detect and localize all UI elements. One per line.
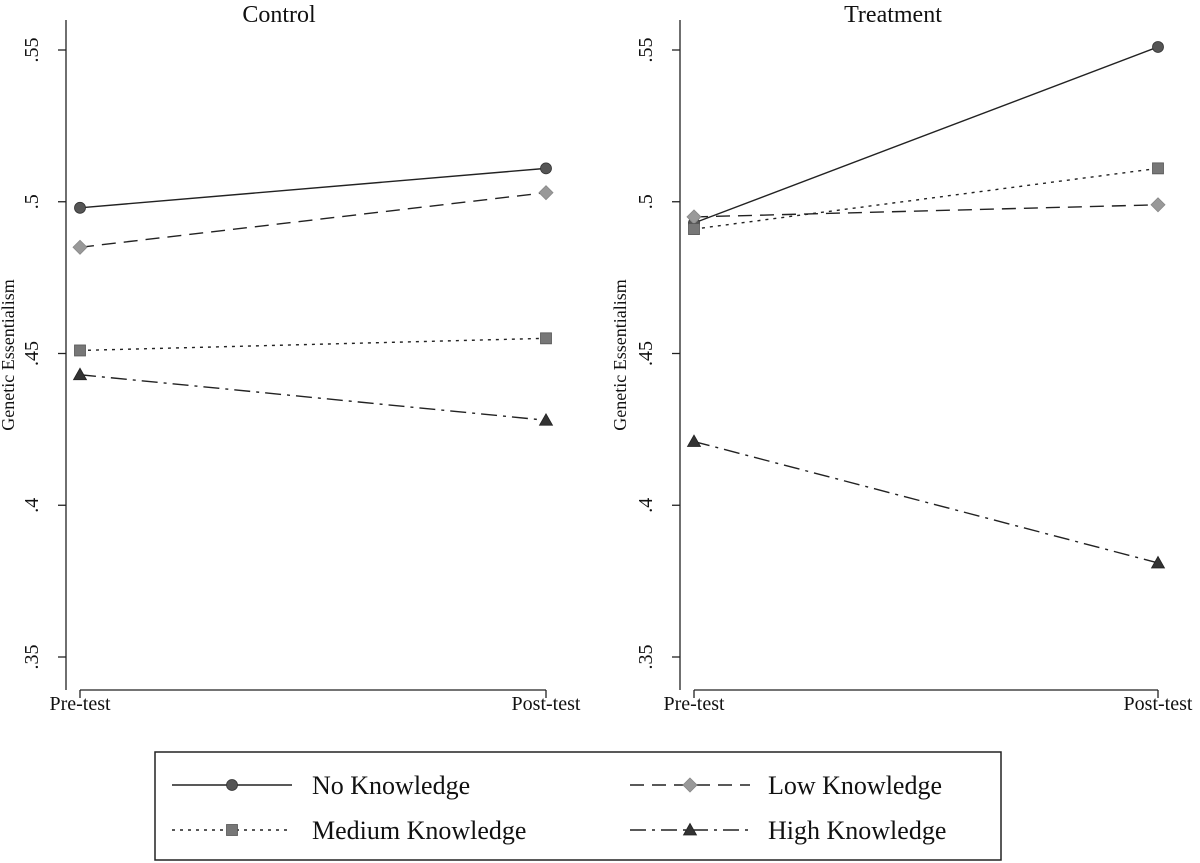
y-tick-label: .45: [635, 341, 657, 366]
data-point: [688, 223, 700, 235]
y-tick-label: .5: [21, 194, 43, 209]
data-point: [1152, 41, 1164, 53]
panels: Control .35 .4 .45 .5 .55 Genetic Essentialism…: [0, 2, 1193, 715]
series-no-knowledge: [74, 162, 552, 214]
legend-item-medium-knowledge: Medium Knowledge: [172, 816, 526, 845]
y-tick-label: .4: [635, 498, 657, 513]
data-point: [1150, 197, 1166, 213]
series-line: [693, 440, 1159, 564]
data-point: [540, 332, 552, 345]
y-tick-label: .55: [21, 38, 43, 63]
legend-item-high-knowledge: High Knowledge: [630, 816, 946, 845]
series-line: [79, 374, 547, 421]
panel-control: Control .35 .4 .45 .5 .55 Genetic Essentialism…: [0, 2, 581, 715]
series-line: [693, 167, 1159, 230]
y-tick-label: .55: [635, 38, 657, 63]
y-axis-label: Genetic Essentialism: [0, 279, 18, 430]
series-medium-knowledge: [74, 332, 552, 357]
data-point: [538, 412, 554, 426]
legend-marker: [226, 779, 238, 791]
y-tick-label: .5: [635, 194, 657, 209]
data-point: [686, 434, 702, 447]
y-tick-label: .35: [635, 645, 657, 670]
series-low-knowledge: [686, 197, 1166, 225]
legend-marker: [682, 777, 698, 793]
x-tick-label: Post-test: [1124, 693, 1193, 715]
legend-label: Medium Knowledge: [312, 816, 526, 845]
series-line: [693, 46, 1159, 224]
series-line: [693, 204, 1159, 218]
legend: No Knowledge Low Knowledge Medium Knowledg…: [154, 751, 1002, 861]
data-point: [538, 185, 554, 201]
legend-marker: [226, 824, 238, 836]
x-tick-label: Pre-test: [663, 693, 725, 715]
data-point: [74, 344, 86, 357]
series-line: [79, 337, 547, 352]
legend-marker: [682, 822, 698, 836]
legend-label: No Knowledge: [312, 771, 470, 800]
legend-label: Low Knowledge: [768, 771, 942, 800]
legend-item-no-knowledge: No Knowledge: [172, 771, 470, 800]
series-medium-knowledge: [688, 162, 1164, 235]
data-point: [1152, 162, 1164, 175]
series-high-knowledge: [686, 434, 1166, 569]
data-point: [72, 239, 88, 255]
panel-treatment: Treatment .35 .4 .45 .5 .55 Genetic Essentiali…: [610, 2, 1193, 715]
legend-box: [154, 751, 1002, 861]
y-axis-label: Genetic Essentialism: [610, 279, 630, 430]
data-point: [72, 367, 88, 381]
legend-item-low-knowledge: Low Knowledge: [630, 771, 942, 800]
y-tick-label: .35: [21, 645, 43, 670]
x-tick-label: Post-test: [512, 693, 581, 715]
y-tick-label: .45: [21, 341, 43, 366]
data-point: [540, 162, 552, 175]
data-point: [1150, 555, 1166, 569]
series-high-knowledge: [72, 367, 554, 426]
panel-title: Treatment: [844, 2, 942, 28]
series-line: [79, 167, 547, 209]
panel-title: Control: [242, 2, 316, 28]
series-no-knowledge: [688, 41, 1164, 229]
y-tick-label: .4: [21, 498, 43, 513]
data-point: [74, 201, 86, 214]
series-low-knowledge: [72, 185, 554, 255]
legend-label: High Knowledge: [768, 816, 946, 845]
x-tick-label: Pre-test: [49, 693, 111, 715]
series-line: [79, 191, 547, 248]
